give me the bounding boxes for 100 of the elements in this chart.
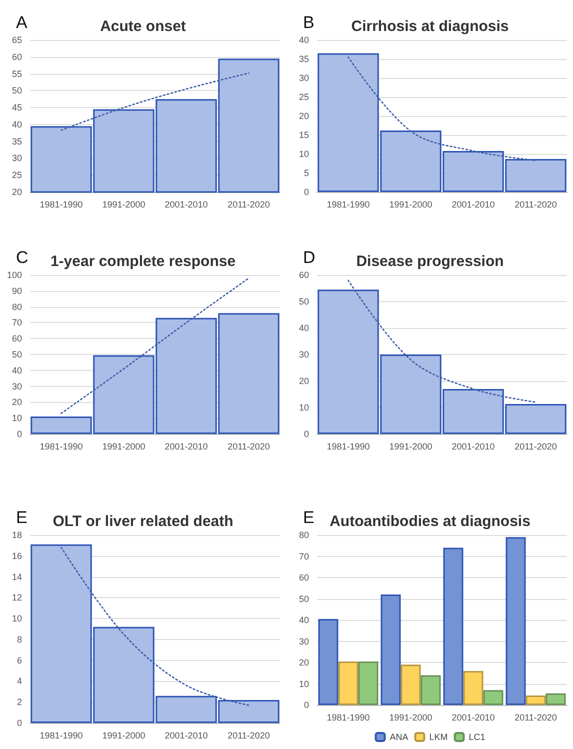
x-tick-label: 1981-1990 [326, 442, 370, 452]
y-tick-label: 30 [298, 636, 309, 646]
y-tick-label: 60 [298, 572, 309, 582]
chart-title: Autoantibodies at diagnosis [330, 513, 530, 530]
bar [318, 618, 338, 705]
y-tick-label: 45 [12, 102, 22, 113]
line-series [348, 56, 536, 162]
x-tick-label: 2011-2020 [228, 730, 270, 740]
y-tick-label: 30 [298, 73, 309, 83]
x-tick-label: 2011-2020 [228, 442, 270, 452]
x-tick-label: 1991-2000 [389, 442, 432, 452]
y-tick-label: 60 [12, 334, 22, 344]
y-tick-label: 40 [12, 119, 22, 130]
bar [506, 537, 526, 705]
bar [420, 675, 441, 705]
x-tick-label: 1991-2000 [102, 730, 146, 740]
y-tick-label: 70 [12, 318, 22, 328]
x-tick-label: 1991-2000 [102, 442, 146, 452]
x-tick-label: 1991-2000 [389, 200, 432, 210]
x-tick-label: 2011-2020 [228, 200, 270, 210]
y-tick-label: 30 [298, 350, 309, 360]
text: B [303, 13, 314, 32]
y-tick-label: 80 [12, 302, 22, 312]
bar [546, 693, 566, 705]
bar [380, 594, 401, 705]
x-tick-label: 2011-2020 [514, 200, 557, 210]
x-tick-label: 1981-1990 [326, 200, 370, 210]
x-tick-label: 2001-2010 [164, 442, 208, 452]
y-tick-label: 40 [298, 323, 309, 333]
text: C [16, 248, 28, 267]
y-tick-label: 6 [16, 655, 22, 666]
text: E [16, 508, 28, 527]
y-tick-label: 35 [298, 54, 309, 64]
y-tick-label: 60 [298, 270, 309, 280]
y-tick-label: 55 [12, 68, 22, 79]
chart-title: Cirrhosis at diagnosis [351, 18, 509, 35]
chart-title: Acute onset [100, 18, 186, 35]
y-tick-label: 15 [298, 130, 309, 140]
y-tick-label: 5 [304, 168, 309, 178]
y-tick-label: 14 [12, 572, 22, 582]
y-tick-label: 40 [298, 35, 309, 45]
y-tick-label: 20 [298, 111, 309, 121]
y-tick-label: 10 [12, 614, 22, 624]
y-tick-label: 10 [298, 402, 309, 412]
y-tick-label: 20 [12, 397, 22, 408]
x-tick-label: 2001-2010 [452, 712, 495, 722]
line-series [60, 72, 250, 131]
y-tick-label: 40 [12, 365, 22, 376]
y-tick-label: 8 [16, 634, 22, 644]
y-tick-label: 30 [12, 153, 22, 164]
x-tick-label: 2001-2010 [452, 200, 495, 210]
text: A [16, 13, 28, 32]
y-tick-label: 0 [304, 700, 309, 710]
bar [400, 664, 421, 705]
y-tick-label: 65 [12, 35, 22, 45]
x-tick-label: 2011-2020 [514, 712, 557, 722]
y-tick-label: 18 [12, 530, 22, 540]
x-tick-label: 1981-1990 [40, 730, 83, 740]
line-series [60, 546, 250, 706]
y-tick-label: 50 [298, 594, 309, 604]
bar [526, 695, 546, 705]
y-tick-label: 4 [16, 676, 22, 686]
y-tick-label: 2 [16, 697, 22, 708]
y-tick-label: 0 [16, 429, 22, 439]
y-tick-label: 50 [12, 86, 22, 96]
chart-title: Disease progression [356, 253, 504, 270]
legend-label: ANA [390, 732, 408, 742]
y-tick-label: 0 [304, 429, 309, 439]
bar [483, 690, 504, 705]
bar [443, 548, 464, 705]
y-tick-label: 60 [12, 52, 22, 62]
y-tick-label: 35 [12, 136, 22, 146]
y-tick-label: 12 [12, 592, 22, 603]
x-tick-label: 1981-1990 [326, 712, 370, 722]
y-tick-label: 10 [298, 149, 309, 159]
legend-label: LC1 [468, 732, 486, 742]
y-tick-label: 10 [298, 678, 309, 689]
y-tick-label: 50 [12, 350, 22, 360]
chart-title: OLT or liver related death [52, 513, 234, 530]
y-tick-label: 30 [12, 381, 22, 392]
bar [338, 661, 358, 705]
bar [358, 661, 378, 705]
x-tick-label: 1981-1990 [40, 442, 83, 452]
y-tick-label: 0 [16, 718, 22, 728]
x-tick-label: 1991-2000 [389, 712, 432, 722]
x-tick-label: 1991-2000 [102, 200, 146, 210]
bar [463, 671, 484, 705]
y-tick-label: 25 [298, 92, 309, 102]
y-tick-label: 10 [12, 413, 22, 424]
x-tick-label: 2001-2010 [452, 442, 495, 452]
chart-title: 1-year complete response [50, 253, 236, 270]
y-tick-label: 20 [12, 187, 22, 197]
x-tick-label: 2001-2010 [164, 200, 208, 210]
x-tick-label: 1981-1990 [40, 200, 83, 210]
legend-label: LKM [429, 732, 448, 742]
y-tick-label: 20 [298, 376, 309, 386]
text: D [303, 248, 316, 267]
x-tick-label: 2011-2020 [514, 442, 557, 452]
y-tick-label: 20 [298, 658, 309, 668]
line-series [60, 278, 250, 414]
